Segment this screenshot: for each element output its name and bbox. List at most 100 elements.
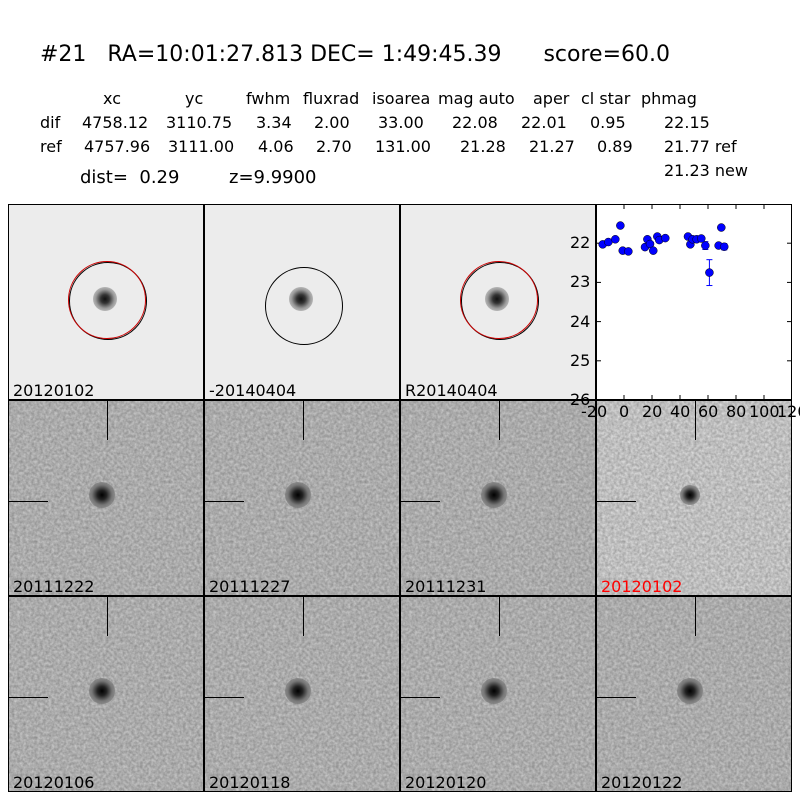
column-header: aper <box>533 89 570 108</box>
source-star <box>677 678 703 704</box>
data-point <box>719 242 729 251</box>
cutout-panel: 20120102 <box>8 204 204 400</box>
panel-label: 20120122 <box>601 773 683 792</box>
panel-label: 20120118 <box>209 773 291 792</box>
x-tick-label: -20 <box>581 402 608 421</box>
ref-value: 4.06 <box>258 137 294 156</box>
y-tick-label: 23 <box>570 272 591 292</box>
source-star <box>680 485 700 505</box>
aperture-circle-red <box>460 261 538 339</box>
crosshair-horizontal <box>205 697 244 698</box>
crosshair-vertical <box>499 401 500 440</box>
ref-value: 2.70 <box>316 137 352 156</box>
epoch-panel: 20120106 <box>8 596 204 792</box>
source-star <box>285 482 311 508</box>
crosshair-vertical <box>695 597 696 636</box>
panel-label: 20120102 <box>601 577 683 596</box>
redshift: z=9.9900 <box>229 167 317 188</box>
column-header: isoarea <box>372 89 431 108</box>
crosshair-vertical <box>107 597 108 636</box>
crosshair-horizontal <box>9 697 48 698</box>
title: #21 RA=10:01:27.813 DEC= 1:49:45.39 scor… <box>40 42 670 67</box>
data-point <box>649 246 658 255</box>
crosshair-horizontal <box>597 501 636 502</box>
dif-value: 22.01 <box>521 113 567 132</box>
dif-label: dif <box>40 113 61 132</box>
y-tick-label: 24 <box>570 311 591 331</box>
new-phmag: 21.23 new <box>664 161 748 180</box>
panel-label: 20111222 <box>13 577 95 596</box>
epoch-panel: 20111222 <box>8 400 204 596</box>
crosshair-vertical <box>695 401 696 440</box>
column-header: cl star <box>581 89 631 108</box>
epoch-panel: 20111231 <box>400 400 596 596</box>
ref-value: 21.77 ref <box>664 137 737 156</box>
source-star <box>285 678 311 704</box>
x-tick-label: 120 <box>777 402 800 421</box>
ref-label: ref <box>40 137 62 156</box>
dist: dist= 0.29 <box>80 167 180 188</box>
dif-value: 0.95 <box>590 113 626 132</box>
x-tick-label: 60 <box>698 402 719 421</box>
dif-value: 22.15 <box>664 113 710 132</box>
data-point <box>717 223 726 232</box>
data-point <box>705 268 714 277</box>
crosshair-horizontal <box>401 697 440 698</box>
dif-value: 4758.12 <box>82 113 149 132</box>
x-tick-label: 100 <box>749 402 780 421</box>
source-star <box>481 482 507 508</box>
panel-label: 20111231 <box>405 577 487 596</box>
column-header: phmag <box>641 89 697 108</box>
data-point <box>701 241 710 250</box>
column-header: fluxrad <box>303 89 360 108</box>
aperture-circle <box>265 267 343 345</box>
column-header: xc <box>103 89 121 108</box>
cutout-panel: -20140404 <box>204 204 400 400</box>
panel-label: R20140404 <box>405 381 498 400</box>
panel-label: 20120120 <box>405 773 487 792</box>
epoch-panel: 20120118 <box>204 596 400 792</box>
data-point <box>611 235 620 244</box>
crosshair-horizontal <box>205 501 244 502</box>
epoch-panel: 20120120 <box>400 596 596 792</box>
epoch-panel: 20111227 <box>204 400 400 596</box>
crosshair-horizontal <box>401 501 440 502</box>
panel-label: 20120106 <box>13 773 95 792</box>
crosshair-vertical <box>107 401 108 440</box>
dif-value: 3110.75 <box>166 113 233 132</box>
cutout-panel: R20140404 <box>400 204 596 400</box>
ref-value: 131.00 <box>375 137 431 156</box>
panel-label: -20140404 <box>209 381 297 400</box>
y-tick-label: 22 <box>570 233 591 253</box>
light-curve-plot <box>596 204 792 400</box>
ref-value: 21.27 <box>529 137 575 156</box>
crosshair-horizontal <box>9 501 48 502</box>
crosshair-vertical <box>499 597 500 636</box>
y-tick-label: 25 <box>570 350 591 370</box>
aperture-circle-red <box>68 261 146 339</box>
x-tick-label: 20 <box>642 402 663 421</box>
ref-value: 4757.96 <box>84 137 151 156</box>
epoch-panel: 20120122 <box>596 596 792 792</box>
crosshair-horizontal <box>597 697 636 698</box>
data-point <box>661 233 670 243</box>
crosshair-vertical <box>303 401 304 440</box>
column-header: fwhm <box>246 89 291 108</box>
data-point <box>697 234 706 243</box>
column-header: yc <box>185 89 204 108</box>
dif-value: 22.08 <box>452 113 498 132</box>
column-header: mag auto <box>438 89 515 108</box>
panel-label: 20111227 <box>209 577 291 596</box>
data-point <box>624 247 633 256</box>
ref-value: 21.28 <box>460 137 506 156</box>
source-star <box>89 678 115 704</box>
ref-value: 3111.00 <box>168 137 235 156</box>
source-star <box>481 678 507 704</box>
dif-value: 3.34 <box>256 113 292 132</box>
crosshair-vertical <box>303 597 304 636</box>
y-tick-label: 26 <box>570 390 591 409</box>
data-point <box>616 221 625 230</box>
x-tick-label: 0 <box>619 402 630 421</box>
dif-value: 2.00 <box>314 113 350 132</box>
